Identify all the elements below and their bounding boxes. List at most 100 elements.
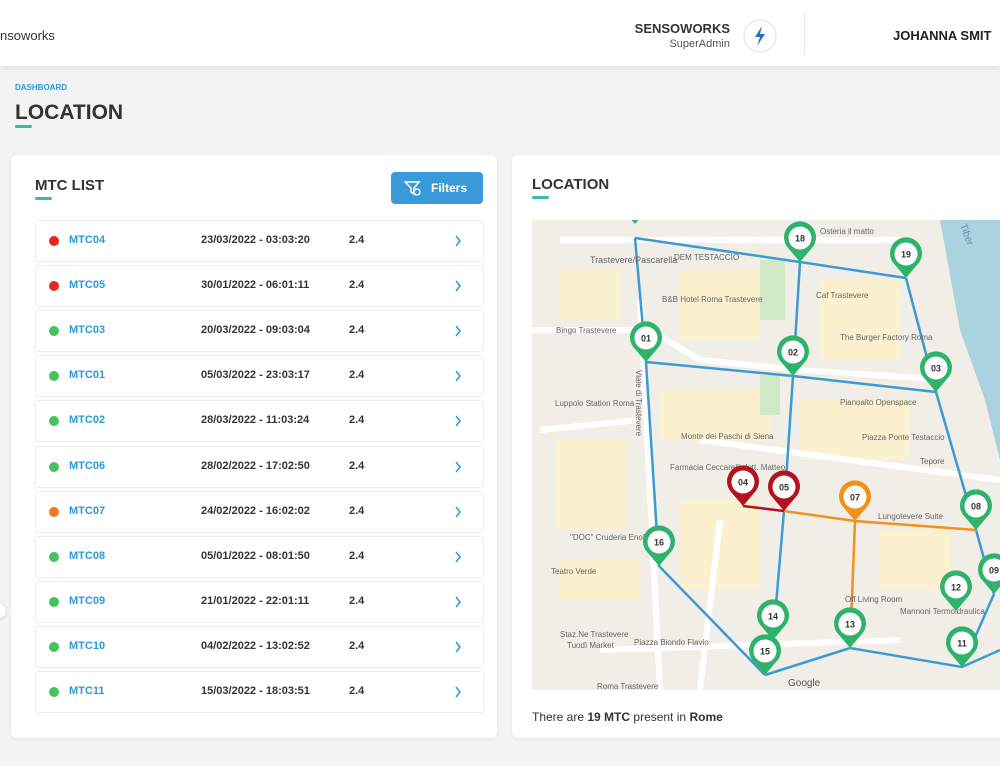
place-label: Mannoni Termoidraulica <box>900 607 985 616</box>
mtc-row[interactable]: MTC09 21/01/2022 - 22:01:11 2.4 <box>35 580 484 623</box>
map-marker[interactable]: 03 <box>920 351 952 392</box>
place-label: The Burger Factory Roma <box>840 333 933 342</box>
text: There are <box>532 710 585 724</box>
marker-label: 18 <box>795 234 805 244</box>
map-marker[interactable]: 11 <box>946 626 979 667</box>
marker-inner <box>924 356 948 380</box>
marker-inner <box>950 631 974 655</box>
chevron[interactable] <box>454 641 462 653</box>
filter-button[interactable]: Filters <box>391 172 483 204</box>
chevron-icon <box>455 415 461 427</box>
place-label: Caf Trastevere <box>816 291 869 300</box>
count: 19 MTC <box>587 710 631 724</box>
map-marker[interactable]: 15 <box>749 634 781 675</box>
mtc-date: 15/03/2022 - 18:03:51 <box>201 685 310 697</box>
mtc-name: MTC11 <box>69 685 105 697</box>
status-dot <box>49 551 59 562</box>
chevron[interactable] <box>454 596 462 608</box>
chevron-icon <box>455 461 461 472</box>
status-dot <box>49 641 59 652</box>
map-marker[interactable]: 18 <box>784 221 816 262</box>
marker-label: 12 <box>951 583 961 593</box>
underline <box>15 125 32 128</box>
marker-label: 09 <box>989 566 999 576</box>
status-dot <box>49 326 59 337</box>
marker-inner <box>982 558 1000 582</box>
map-marker[interactable]: 19 <box>890 237 922 278</box>
mtc-row[interactable]: MTC03 20/03/2022 - 09:03:04 2.4 <box>35 310 484 353</box>
mtc-name: MTC03 <box>69 324 106 337</box>
map-marker[interactable]: 05 <box>768 470 800 511</box>
marker-inner <box>731 470 755 494</box>
mtc-date: 20/03/2022 - 09:03:04 <box>201 324 310 337</box>
marker-inner <box>838 612 862 636</box>
chevron[interactable] <box>454 415 462 427</box>
mtc-row[interactable]: MTC07 24/02/2022 - 16:02:02 2.4 <box>35 490 484 533</box>
marker-inner <box>944 575 968 599</box>
map-marker[interactable]: 08 <box>960 489 992 530</box>
scroll-handle[interactable] <box>0 604 6 618</box>
page-title: LOCATION <box>15 101 124 124</box>
mtc-date: 23/03/2022 - 03:03:20 <box>201 234 310 246</box>
chevron[interactable] <box>454 280 462 292</box>
map-marker[interactable]: 13 <box>834 607 866 648</box>
mtc-row[interactable]: MTC02 28/03/2022 - 11:03:24 2.4 <box>35 400 484 443</box>
org-logo[interactable] <box>743 19 777 53</box>
breadcrumb[interactable]: DASHBOARD <box>15 83 67 92</box>
mtc-date: 05/01/2022 - 08:01:50 <box>201 549 310 562</box>
map-marker[interactable]: 09 <box>978 553 1000 594</box>
marker-inner <box>761 604 785 628</box>
marker-label: 14 <box>768 612 778 622</box>
mtc-row[interactable]: MTC05 30/01/2022 - 06:01:11 2.4 <box>35 265 484 308</box>
chevron-icon <box>455 641 461 653</box>
chevron-icon <box>455 280 461 292</box>
mtc-value: 2.4 <box>349 594 365 607</box>
marker-label: 15 <box>760 647 770 657</box>
place-label: Bingo Trastevere <box>556 326 617 335</box>
status-dot <box>49 416 59 427</box>
mtc-value: 2.4 <box>349 549 365 562</box>
mtc-row[interactable]: MTC01 05/03/2022 - 23:03:17 2.4 <box>35 355 484 398</box>
map-marker[interactable]: 16 <box>643 525 675 566</box>
status-dot <box>49 371 59 382</box>
chevron[interactable] <box>454 506 462 518</box>
place-label: B&B Hotel Roma Trastevere <box>662 295 763 304</box>
chevron[interactable] <box>454 325 462 337</box>
mtc-row[interactable]: MTC06 28/02/2022 - 17:02:50 2.4 <box>35 445 484 488</box>
marker-label: 11 <box>957 639 967 649</box>
place-label: Tuodì Market <box>567 641 615 650</box>
mtc-date: 21/01/2022 - 22:01:11 <box>201 594 310 607</box>
marker-label: 16 <box>654 538 664 548</box>
user-name[interactable]: JOHANNA SMIT <box>893 28 992 43</box>
mtc-date: 28/03/2022 - 11:03:24 <box>201 414 310 427</box>
chevron[interactable] <box>454 686 462 698</box>
mtc-row[interactable]: MTC11 15/03/2022 - 18:03:51 2.4 <box>35 671 484 713</box>
map-marker[interactable]: 04 <box>727 465 759 506</box>
map-marker[interactable]: 01 <box>630 321 662 362</box>
map-marker[interactable]: 07 <box>839 480 871 521</box>
mtc-row[interactable]: MTC08 05/01/2022 - 08:01:50 2.4 <box>35 535 484 578</box>
chevron[interactable] <box>454 235 462 247</box>
mtc-value: 2.4 <box>349 639 365 652</box>
mtc-value: 2.4 <box>349 279 365 292</box>
chevron[interactable] <box>454 370 462 382</box>
map-marker[interactable]: 02 <box>777 335 809 376</box>
mtc-row[interactable]: MTC10 04/02/2022 - 13:02:52 2.4 <box>35 625 484 668</box>
list-title: MTC LIST <box>35 177 105 194</box>
chevron[interactable] <box>454 461 462 473</box>
underline <box>532 196 549 199</box>
mtc-row[interactable]: MTC04 23/03/2022 - 03:03:20 2.4 <box>35 220 484 262</box>
map-marker[interactable]: 14 <box>757 599 789 640</box>
mtc-value: 2.4 <box>349 504 365 517</box>
chevron[interactable] <box>454 551 462 563</box>
marker-inner <box>788 226 812 250</box>
place-label: Lungotevere Suite <box>878 512 943 521</box>
status-dot <box>49 461 59 472</box>
mtc-name: MTC06 <box>69 459 106 472</box>
map-marker[interactable] <box>619 220 651 224</box>
place-label: Piazza Ponte Testaccio <box>862 433 945 442</box>
place-label: Piazza Biondo Flavio <box>634 638 709 647</box>
chevron-icon <box>455 235 461 247</box>
map-marker[interactable]: 12 <box>940 570 972 611</box>
